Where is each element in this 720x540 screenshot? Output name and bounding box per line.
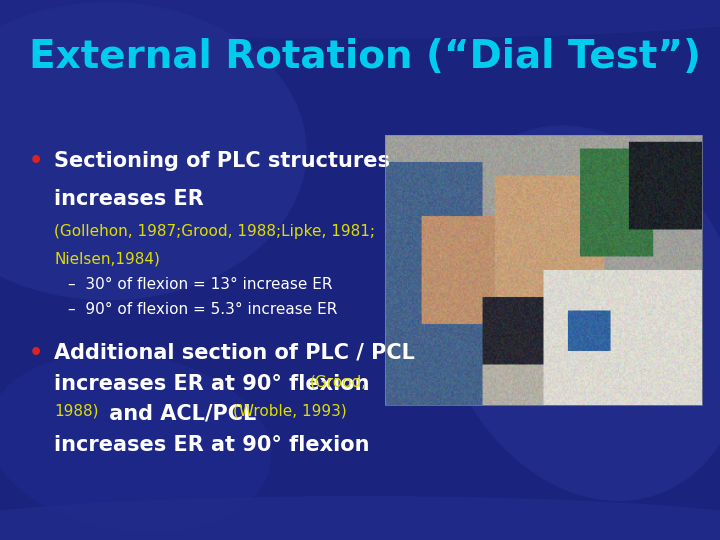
Text: increases ER at 90° flexion: increases ER at 90° flexion [54, 374, 377, 394]
Ellipse shape [0, 0, 720, 38]
Text: •: • [29, 343, 43, 363]
Text: (Wroble, 1993): (Wroble, 1993) [233, 404, 346, 419]
Text: –  30° of flexion = 13° increase ER: – 30° of flexion = 13° increase ER [68, 277, 333, 292]
Text: (Gollehon, 1987;Grood, 1988;Lipke, 1981;: (Gollehon, 1987;Grood, 1988;Lipke, 1981; [54, 224, 375, 239]
Ellipse shape [435, 126, 720, 501]
Text: increases ER: increases ER [54, 189, 204, 209]
Text: (Grood,: (Grood, [310, 374, 366, 389]
Ellipse shape [0, 497, 720, 540]
Text: External Rotation (“Dial Test”): External Rotation (“Dial Test”) [29, 38, 701, 76]
Ellipse shape [0, 3, 306, 300]
Text: •: • [29, 151, 43, 171]
Ellipse shape [0, 354, 271, 532]
Text: Nielsen,1984): Nielsen,1984) [54, 251, 160, 266]
Text: 1988): 1988) [54, 404, 99, 419]
Text: and ACL/PCL: and ACL/PCL [102, 404, 263, 424]
Text: increases ER at 90° flexion: increases ER at 90° flexion [54, 435, 369, 455]
Text: Additional section of PLC / PCL: Additional section of PLC / PCL [54, 343, 415, 363]
Text: –  90° of flexion = 5.3° increase ER: – 90° of flexion = 5.3° increase ER [68, 302, 338, 318]
Text: Sectioning of PLC structures: Sectioning of PLC structures [54, 151, 390, 171]
